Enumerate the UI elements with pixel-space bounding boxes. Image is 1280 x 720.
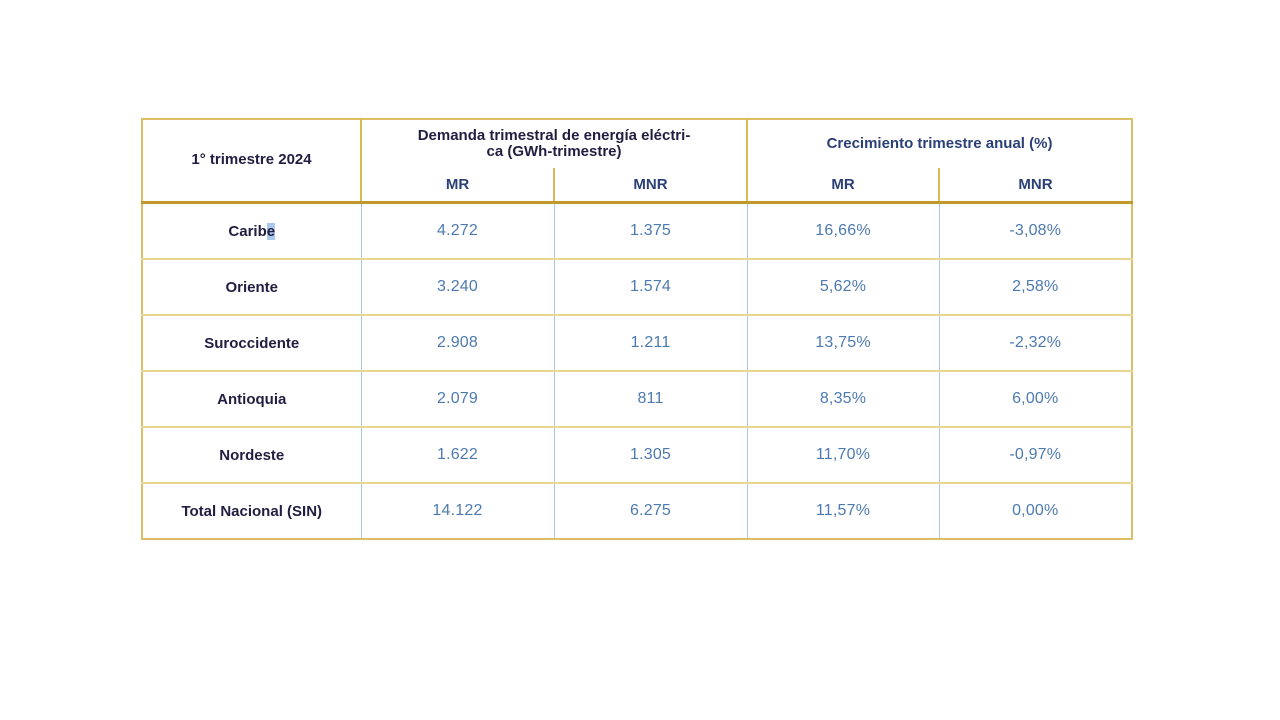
cell-crecimiento-mnr: -3,08% bbox=[939, 201, 1133, 259]
cell-demanda-mr: 1.622 bbox=[361, 426, 555, 483]
cell-demanda-mr: 2.079 bbox=[361, 370, 555, 427]
cell-crecimiento-mr: 13,75% bbox=[747, 314, 940, 371]
cell-crecimiento-mr: 16,66% bbox=[747, 201, 940, 259]
energy-demand-table: 1° trimestre 2024 Demanda trimestral de … bbox=[141, 118, 1134, 540]
cell-demanda-mr: 3.240 bbox=[361, 258, 555, 315]
cell-crecimiento-mnr: 6,00% bbox=[939, 370, 1133, 427]
subheader-crecimiento-mr: MR bbox=[747, 168, 941, 204]
cell-crecimiento-mnr: 2,58% bbox=[939, 258, 1133, 315]
cell-crecimiento-mr: 11,70% bbox=[747, 426, 940, 483]
header-group-row: 1° trimestre 2024 Demanda trimestral de … bbox=[142, 119, 1132, 204]
cell-demanda-mnr: 6.275 bbox=[554, 482, 748, 539]
cell-crecimiento-mr: 5,62% bbox=[747, 258, 940, 315]
header-subhead-row: MR MNR MR MNR bbox=[142, 168, 1133, 204]
cell-demanda-mr: 4.272 bbox=[361, 201, 555, 259]
subheader-demanda-mr: MR bbox=[361, 168, 555, 204]
cell-demanda-mr: 2.908 bbox=[361, 314, 555, 371]
table-row-total-nacional: Total Nacional (SIN) 14.122 6.275 11,57%… bbox=[142, 482, 1133, 539]
cell-crecimiento-mnr: -2,32% bbox=[939, 314, 1133, 371]
cell-demanda-mnr: 1.574 bbox=[554, 258, 748, 315]
group-header-demanda: Demanda trimestral de energía eléctri- c… bbox=[361, 119, 749, 168]
cell-demanda-mnr: 1.211 bbox=[554, 314, 748, 371]
table-row-oriente: Oriente 3.240 1.574 5,62% 2,58% bbox=[142, 258, 1133, 315]
cell-crecimiento-mr: 8,35% bbox=[747, 370, 940, 427]
corner-header: 1° trimestre 2024 bbox=[142, 119, 362, 204]
group-header-crecimiento: Crecimiento trimestre anual (%) bbox=[826, 134, 1053, 152]
cell-demanda-mr: 14.122 bbox=[361, 482, 555, 539]
cell-demanda-mnr: 1.375 bbox=[554, 201, 748, 259]
table-row-nordeste: Nordeste 1.622 1.305 11,70% -0,97% bbox=[142, 426, 1133, 483]
cell-crecimiento-mnr: -0,97% bbox=[939, 426, 1133, 483]
row-label: Suroccidente bbox=[142, 314, 362, 371]
cell-crecimiento-mnr: 0,00% bbox=[939, 482, 1133, 539]
table-row-suroccidente: Suroccidente 2.908 1.211 13,75% -2,32% bbox=[142, 314, 1133, 371]
table-row-caribe: Caribe 4.272 1.375 16,66% -3,08% bbox=[142, 201, 1133, 259]
row-label: Nordeste bbox=[142, 426, 362, 483]
subheader-crecimiento-mnr: MNR bbox=[939, 168, 1133, 204]
row-label: Oriente bbox=[142, 258, 362, 315]
subheader-demanda-mnr: MNR bbox=[554, 168, 749, 204]
row-label: Caribe bbox=[142, 201, 362, 259]
table-row-antioquia: Antioquia 2.079 811 8,35% 6,00% bbox=[142, 370, 1133, 427]
row-label: Total Nacional (SIN) bbox=[142, 482, 362, 539]
cell-demanda-mnr: 811 bbox=[554, 370, 748, 427]
cell-demanda-mnr: 1.305 bbox=[554, 426, 748, 483]
row-label: Antioquia bbox=[142, 370, 362, 427]
cell-crecimiento-mr: 11,57% bbox=[747, 482, 940, 539]
